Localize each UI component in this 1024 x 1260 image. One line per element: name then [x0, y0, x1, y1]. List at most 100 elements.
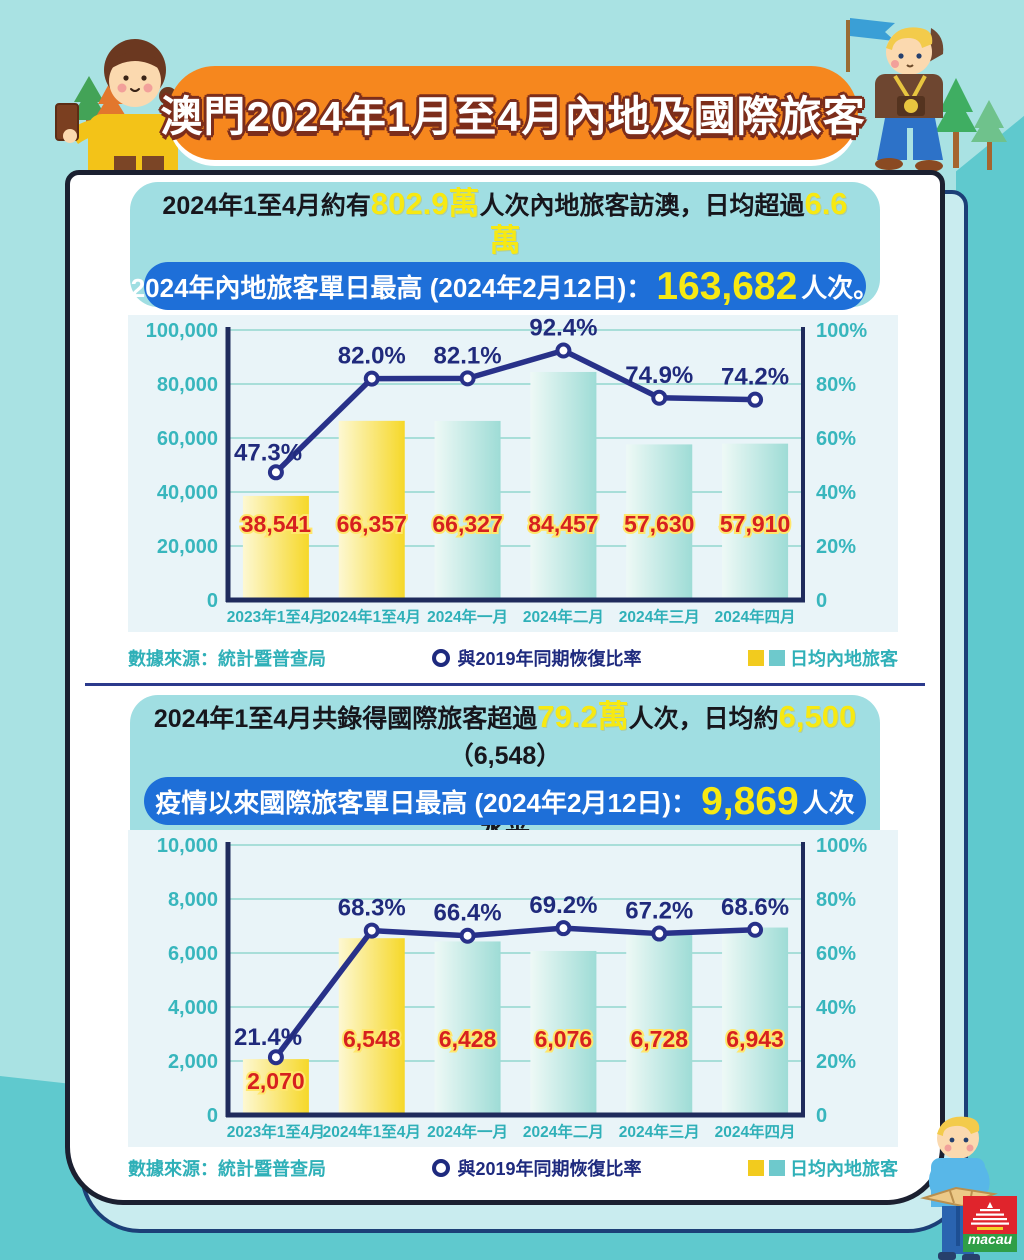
line-marker-icon: [432, 649, 451, 667]
mainland-peak-pill: 2024年內地旅客單日最高 (2024年2月12日)： 163,682 人次。: [131, 262, 879, 310]
left-axis-tick: 100,000: [146, 320, 218, 342]
data-source-label: 數據來源：統計暨普查局: [128, 1159, 326, 1179]
x-axis-label: 2024年四月: [715, 1122, 796, 1141]
x-axis-label: 2024年三月: [619, 1122, 700, 1141]
x-axis-label: 2024年1至4月: [323, 607, 421, 626]
mainland-chart-footer: 數據來源：統計暨普查局 與2019年同期恢復比率 日均內地旅客: [128, 645, 898, 671]
pct-label: 74.9%: [625, 362, 693, 389]
bar-legend-label: 日均內地旅客: [789, 1159, 898, 1179]
bar-value-label: 6,943: [726, 1026, 784, 1052]
data-source-label: 數據來源：統計暨普查局: [128, 649, 326, 669]
text-segment: 人次。: [801, 272, 880, 303]
pct-label: 21.4%: [234, 1024, 302, 1051]
right-axis-tick: 80%: [816, 889, 856, 911]
bar-value-label: 84,457: [528, 511, 598, 537]
left-axis-tick: 4,000: [168, 997, 218, 1019]
line-marker: [747, 391, 764, 408]
right-axis-tick: 20%: [816, 536, 856, 558]
line-marker: [651, 389, 668, 406]
right-axis-tick: 60%: [816, 428, 856, 450]
highlight-text: 79.2萬: [537, 699, 629, 734]
pct-label: 68.6%: [721, 894, 789, 921]
chart-svg: 100,000 100% 80,000 80% 60,000 60% 40,000 40% 20…: [146, 315, 868, 626]
text-segment: 2024年1至4月約有: [162, 192, 371, 220]
mainland-visitors-chart: 100,000 100% 80,000 80% 60,000 60% 40,000 40% 20…: [128, 315, 898, 632]
yellow-swatch-icon: [747, 650, 764, 666]
text-segment: 2024年1至4月共錄得國際旅客超過: [153, 705, 538, 733]
line-marker: [747, 921, 764, 938]
bar-value-label: 38,541: [241, 511, 312, 537]
highlight-text: 802.9萬: [370, 186, 480, 221]
bar-legend: 日均內地旅客: [747, 645, 898, 671]
right-axis-tick: 100%: [816, 320, 867, 342]
pct-label: 69.2%: [529, 892, 597, 919]
tourist-boy-illustration: [846, 18, 1007, 172]
international-chart-footer: 數據來源：統計暨普查局 與2019年同期恢復比率 日均內地旅客: [128, 1155, 898, 1181]
pct-label: 74.2%: [721, 364, 789, 391]
x-axis-label: 2024年一月: [427, 607, 508, 626]
bar-2024年四月: [722, 443, 789, 600]
left-axis-tick: 10,000: [157, 835, 218, 857]
left-axis-tick: 0: [207, 1105, 218, 1127]
right-axis-tick: 0: [816, 590, 827, 612]
highlight-text: 6,500: [778, 699, 857, 734]
section-divider: [85, 683, 925, 686]
chart-svg: 10,000 100% 8,000 80% 6,000 60% 4,000 40% 2,000 2…: [157, 835, 868, 1141]
line-legend: 與2019年同期恢復比率: [432, 1155, 642, 1181]
international-visitors-chart: 10,000 100% 8,000 80% 6,000 60% 4,000 40% 2,000 2…: [128, 830, 898, 1147]
x-axis-label: 2024年四月: [715, 607, 796, 626]
right-axis-tick: 40%: [816, 997, 856, 1019]
x-axis-label: 2024年1至4月: [323, 1122, 421, 1141]
line-marker: [267, 464, 284, 481]
bar-2023年1至4月: [242, 495, 309, 600]
right-axis-tick: 40%: [816, 482, 856, 504]
left-axis-tick: 2,000: [168, 1051, 218, 1073]
bar-2024年1至4月: [338, 420, 405, 600]
pct-label: 47.3%: [234, 439, 302, 466]
line-marker: [267, 1049, 284, 1066]
line-legend-label: 與2019年同期恢復比率: [457, 1159, 642, 1179]
bar-2024年三月: [626, 444, 693, 600]
line-marker: [459, 927, 476, 944]
right-axis-tick: 20%: [816, 1051, 856, 1073]
bar-2024年一月: [434, 941, 501, 1115]
line-marker: [363, 922, 380, 939]
macau-tourism-logo: macau: [963, 1196, 1017, 1252]
pct-label: 82.1%: [434, 342, 502, 369]
bar-value-label: 6,076: [535, 1026, 593, 1052]
pct-label: 82.0%: [338, 343, 406, 370]
right-axis-tick: 100%: [816, 835, 867, 857]
x-axis-label: 2023年1至4月: [227, 1122, 325, 1141]
left-axis-tick: 60,000: [157, 428, 218, 450]
left-axis-tick: 8,000: [168, 889, 218, 911]
bar-value-label: 57,630: [624, 511, 694, 537]
left-axis-tick: 6,000: [168, 943, 218, 965]
left-axis-tick: 80,000: [157, 374, 218, 396]
line-legend: 與2019年同期恢復比率: [432, 645, 642, 671]
bar-legend-label: 日均內地旅客: [789, 649, 898, 669]
bar-2024年二月: [530, 950, 597, 1115]
text-segment: 人次內地旅客訪澳，日均超過: [479, 192, 805, 220]
line-marker: [555, 920, 572, 937]
teal-swatch-icon: [768, 1160, 785, 1176]
bar-2024年三月: [626, 933, 693, 1115]
svg-text:macau: macau: [968, 1231, 1013, 1247]
highlight-text: 9,869: [701, 779, 799, 823]
page-title: 澳門2024年1月至4月內地及國際旅客: [160, 92, 866, 140]
x-axis-label: 2024年二月: [523, 1122, 604, 1141]
line-marker-icon: [432, 1159, 451, 1177]
pct-label: 66.4%: [434, 900, 502, 927]
pct-label: 67.2%: [625, 898, 693, 925]
international-peak-pill: 疫情以來國際旅客單日最高 (2024年2月12日)： 9,869 人次: [144, 777, 866, 825]
left-axis-tick: 40,000: [157, 482, 218, 504]
text-segment: 人次，日均約: [628, 705, 779, 733]
left-axis-tick: 20,000: [157, 536, 218, 558]
right-axis-tick: 60%: [816, 943, 856, 965]
line-marker: [555, 342, 572, 359]
teal-swatch-icon: [768, 650, 785, 666]
recovery-rate-line: [273, 347, 758, 476]
text-segment: 2024年內地旅客單日最高 (2024年2月12日)：: [130, 272, 653, 303]
bar-value-label: 57,910: [720, 511, 790, 537]
bar-legend: 日均內地旅客: [747, 1155, 898, 1181]
